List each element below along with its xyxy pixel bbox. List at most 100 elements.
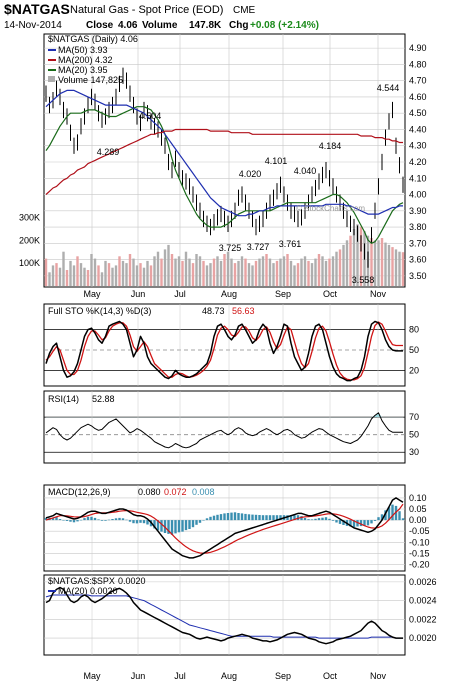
volume-bar xyxy=(111,267,114,286)
volume-bar xyxy=(153,256,156,286)
macd-histogram-bar xyxy=(104,520,107,521)
volume-bar xyxy=(65,270,69,286)
volume-bar xyxy=(317,254,321,286)
volume-bar xyxy=(275,260,279,286)
volume-bar xyxy=(261,256,265,286)
volume-tick-label: 100K xyxy=(19,258,40,268)
price-tick-label: 4.60 xyxy=(409,92,427,102)
price-tick-label: 3.50 xyxy=(409,271,427,281)
price-tick-label: 4.00 xyxy=(409,190,427,200)
macd-histogram-bar xyxy=(111,519,114,521)
sto-tick-label: 20 xyxy=(409,365,419,375)
macd-histogram-bar xyxy=(244,513,247,521)
price-tick-label: 4.40 xyxy=(409,124,427,134)
chart-date: 14-Nov-2014 xyxy=(4,20,62,31)
macd-tick-label: -0.15 xyxy=(409,548,430,558)
macd-histogram-bar xyxy=(118,517,121,521)
macd-histogram-bar xyxy=(373,520,377,521)
macd-histogram-bar xyxy=(212,515,216,521)
macd-histogram-bar xyxy=(314,518,317,521)
macd-histogram-bar xyxy=(230,512,233,521)
macd-histogram-bar xyxy=(335,520,338,523)
macd-histogram-bar xyxy=(342,520,345,525)
rsi-value: 52.88 xyxy=(92,394,115,404)
volume-bar xyxy=(104,260,107,286)
macd-histogram-bar xyxy=(44,517,48,521)
axis-ticks: 4.90 4.80 4.70 4.60 4.50 4.40 4.30 4.20 4.10 4.00… xyxy=(19,43,437,681)
macd-histogram-bar xyxy=(174,520,177,534)
price-annotation: 4.020 xyxy=(239,169,262,179)
price-annotation: 3.725 xyxy=(219,243,242,253)
volume-bar xyxy=(195,254,198,286)
volume-bar xyxy=(90,254,93,286)
volume-bar xyxy=(209,263,212,286)
volume-bar xyxy=(338,249,342,286)
price-annotation: 4.040 xyxy=(294,166,317,176)
macd-histogram-bar xyxy=(146,520,149,525)
volume-bar xyxy=(44,258,48,286)
close-label: Close xyxy=(86,20,114,31)
volume-bar xyxy=(356,224,359,286)
ma50-line xyxy=(45,89,403,217)
sto-tick-label: 80 xyxy=(409,325,419,335)
volume-bar xyxy=(286,254,289,286)
volume-bar xyxy=(310,263,314,286)
volume-bar xyxy=(114,265,118,286)
volume-tick-label: 200K xyxy=(19,235,40,245)
volume-bar xyxy=(324,260,328,286)
month-label-top: Aug xyxy=(221,289,237,299)
macd-histogram-bar xyxy=(268,515,272,521)
macd-histogram-bar xyxy=(300,516,303,521)
legend-ma200: MA(200) 4.32 xyxy=(58,55,113,65)
macd-histogram-bar xyxy=(247,514,251,521)
volume-tick-label: 300K xyxy=(19,212,40,222)
volume-bar xyxy=(394,249,398,286)
volume-bar xyxy=(76,256,79,286)
macd-histogram-value: 0.008 xyxy=(192,487,215,497)
volume-bar xyxy=(359,226,363,286)
macd-histogram-bar xyxy=(233,512,237,521)
macd-histogram-bar xyxy=(160,520,163,532)
macd-histogram-bar xyxy=(114,518,118,521)
month-label-bottom: Jul xyxy=(174,671,186,681)
volume-bar xyxy=(331,256,335,286)
price-tick-label: 4.50 xyxy=(409,108,427,118)
macd-histogram-bar xyxy=(51,517,55,521)
volume-bar xyxy=(223,254,226,286)
price-annotations: 4.504 4.289 4.020 3.725 3.727 4.101 3.761 4.040… xyxy=(97,83,400,285)
volume-bar xyxy=(282,256,286,286)
macd-histogram-bar xyxy=(55,516,58,521)
volume-bar xyxy=(377,240,380,286)
macd-histogram-bar xyxy=(398,511,401,521)
volume-bar xyxy=(216,256,219,286)
rsi-tick-label: 30 xyxy=(409,447,419,457)
volume-bar xyxy=(121,260,125,286)
macd-histogram-bar xyxy=(181,520,184,532)
ratio-legend: $NATGAS:$SPX 0.0020 MA(20) 0.0020 xyxy=(48,576,146,596)
macd-tick-label: 0.00 xyxy=(409,515,427,525)
volume-bar xyxy=(307,260,310,286)
volume-bar xyxy=(272,263,275,286)
volume-bar xyxy=(125,263,128,286)
rsi-line xyxy=(45,412,403,449)
macd-legend: MACD(12,26,9) 0.080 0.072 0.008 xyxy=(48,487,215,497)
macd-histogram-bar xyxy=(97,519,100,521)
macd-histogram-bar xyxy=(265,515,268,521)
price-annotation: 4.184 xyxy=(319,141,342,151)
macd-histogram-bar xyxy=(366,520,370,526)
month-label-top: Jul xyxy=(174,289,186,299)
chg-label: Chg xyxy=(229,20,248,31)
month-label-bottom: Oct xyxy=(323,671,338,681)
macd-histogram-bar xyxy=(363,520,366,526)
price-annotation: 3.727 xyxy=(247,242,270,252)
macd-histogram-bar xyxy=(177,520,181,533)
series-lines xyxy=(44,67,405,645)
month-label-top: Nov xyxy=(370,289,387,299)
macd-histogram-bar xyxy=(184,520,188,531)
month-label-bottom: May xyxy=(83,671,101,681)
price-annotation: 3.558 xyxy=(352,275,375,285)
ratio-title: $NATGAS:$SPX xyxy=(48,576,115,586)
close-value: 4.06 xyxy=(118,20,138,31)
macd-histogram-bar xyxy=(100,520,104,521)
